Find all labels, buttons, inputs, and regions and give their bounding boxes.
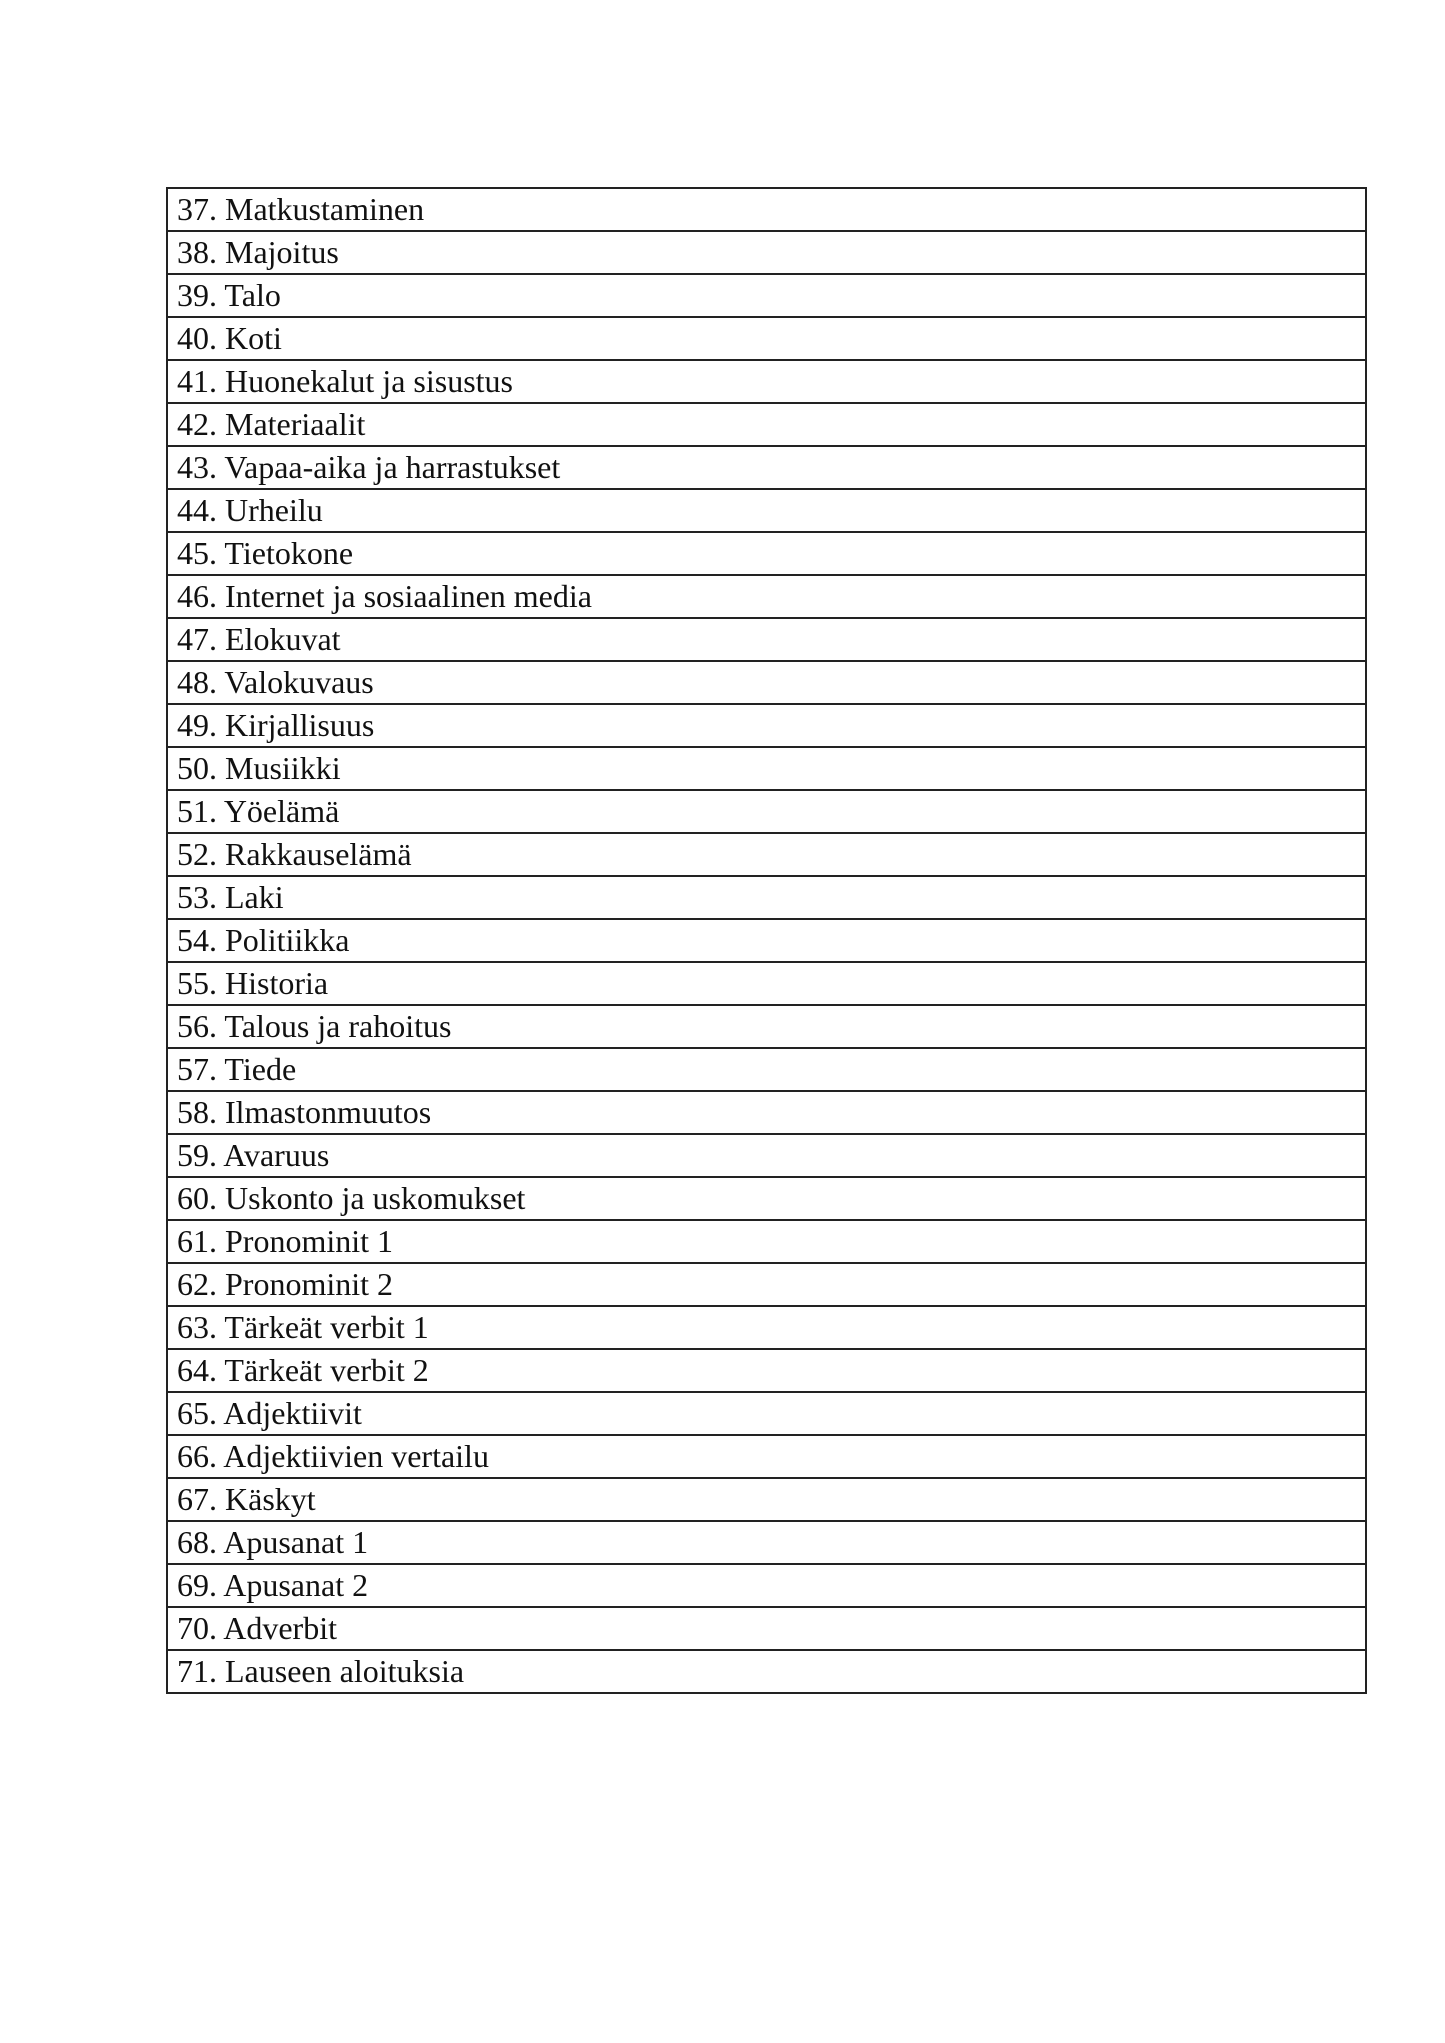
table-row: 50. Musiikki xyxy=(166,746,1367,791)
table-row: 67. Käskyt xyxy=(166,1477,1367,1522)
topic-cell: 57. Tiede xyxy=(166,1047,1367,1092)
table-row: 45. Tietokone xyxy=(166,531,1367,576)
table-row: 52. Rakkauselämä xyxy=(166,832,1367,877)
topic-cell: 43. Vapaa-aika ja harrastukset xyxy=(166,445,1367,490)
table-row: 60. Uskonto ja uskomukset xyxy=(166,1176,1367,1221)
topic-cell: 50. Musiikki xyxy=(166,746,1367,791)
table-row: 46. Internet ja sosiaalinen media xyxy=(166,574,1367,619)
topic-cell: 46. Internet ja sosiaalinen media xyxy=(166,574,1367,619)
topic-cell: 51. Yöelämä xyxy=(166,789,1367,834)
topic-cell: 71. Lauseen aloituksia xyxy=(166,1649,1367,1694)
topic-cell: 37. Matkustaminen xyxy=(166,187,1367,232)
table-row: 38. Majoitus xyxy=(166,230,1367,275)
table-row: 61. Pronominit 1 xyxy=(166,1219,1367,1264)
table-row: 63. Tärkeät verbit 1 xyxy=(166,1305,1367,1350)
table-row: 70. Adverbit xyxy=(166,1606,1367,1651)
topic-cell: 54. Politiikka xyxy=(166,918,1367,963)
topic-cell: 58. Ilmastonmuutos xyxy=(166,1090,1367,1135)
table-row: 62. Pronominit 2 xyxy=(166,1262,1367,1307)
table-row: 64. Tärkeät verbit 2 xyxy=(166,1348,1367,1393)
topic-cell: 65. Adjektiivit xyxy=(166,1391,1367,1436)
topic-cell: 44. Urheilu xyxy=(166,488,1367,533)
topic-cell: 61. Pronominit 1 xyxy=(166,1219,1367,1264)
table-row: 39. Talo xyxy=(166,273,1367,318)
topic-cell: 63. Tärkeät verbit 1 xyxy=(166,1305,1367,1350)
table-row: 58. Ilmastonmuutos xyxy=(166,1090,1367,1135)
table-row: 54. Politiikka xyxy=(166,918,1367,963)
table-row: 69. Apusanat 2 xyxy=(166,1563,1367,1608)
topic-cell: 62. Pronominit 2 xyxy=(166,1262,1367,1307)
table-row: 57. Tiede xyxy=(166,1047,1367,1092)
topic-cell: 49. Kirjallisuus xyxy=(166,703,1367,748)
topic-cell: 52. Rakkauselämä xyxy=(166,832,1367,877)
table-row: 37. Matkustaminen xyxy=(166,187,1367,232)
topic-cell: 55. Historia xyxy=(166,961,1367,1006)
topic-cell: 39. Talo xyxy=(166,273,1367,318)
table-row: 51. Yöelämä xyxy=(166,789,1367,834)
table-row: 56. Talous ja rahoitus xyxy=(166,1004,1367,1049)
topic-cell: 45. Tietokone xyxy=(166,531,1367,576)
table-row: 42. Materiaalit xyxy=(166,402,1367,447)
topic-cell: 70. Adverbit xyxy=(166,1606,1367,1651)
topic-list-table: 37. Matkustaminen 38. Majoitus 39. Talo 40.… xyxy=(166,187,1367,1694)
topic-cell: 60. Uskonto ja uskomukset xyxy=(166,1176,1367,1221)
topic-cell: 53. Laki xyxy=(166,875,1367,920)
table-row: 47. Elokuvat xyxy=(166,617,1367,662)
topic-cell: 48. Valokuvaus xyxy=(166,660,1367,705)
table-row: 65. Adjektiivit xyxy=(166,1391,1367,1436)
topic-cell: 38. Majoitus xyxy=(166,230,1367,275)
topic-cell: 68. Apusanat 1 xyxy=(166,1520,1367,1565)
topic-cell: 56. Talous ja rahoitus xyxy=(166,1004,1367,1049)
table-row: 41. Huonekalut ja sisustus xyxy=(166,359,1367,404)
table-row: 43. Vapaa-aika ja harrastukset xyxy=(166,445,1367,490)
table-row: 44. Urheilu xyxy=(166,488,1367,533)
topic-cell: 69. Apusanat 2 xyxy=(166,1563,1367,1608)
topic-cell: 42. Materiaalit xyxy=(166,402,1367,447)
topic-cell: 64. Tärkeät verbit 2 xyxy=(166,1348,1367,1393)
topic-cell: 66. Adjektiivien vertailu xyxy=(166,1434,1367,1479)
table-row: 40. Koti xyxy=(166,316,1367,361)
table-row: 66. Adjektiivien vertailu xyxy=(166,1434,1367,1479)
topic-cell: 41. Huonekalut ja sisustus xyxy=(166,359,1367,404)
table-row: 48. Valokuvaus xyxy=(166,660,1367,705)
table-row: 55. Historia xyxy=(166,961,1367,1006)
topic-cell: 47. Elokuvat xyxy=(166,617,1367,662)
table-row: 59. Avaruus xyxy=(166,1133,1367,1178)
table-row: 49. Kirjallisuus xyxy=(166,703,1367,748)
topic-cell: 67. Käskyt xyxy=(166,1477,1367,1522)
topic-cell: 59. Avaruus xyxy=(166,1133,1367,1178)
table-row: 68. Apusanat 1 xyxy=(166,1520,1367,1565)
table-row: 71. Lauseen aloituksia xyxy=(166,1649,1367,1694)
table-row: 53. Laki xyxy=(166,875,1367,920)
topic-cell: 40. Koti xyxy=(166,316,1367,361)
